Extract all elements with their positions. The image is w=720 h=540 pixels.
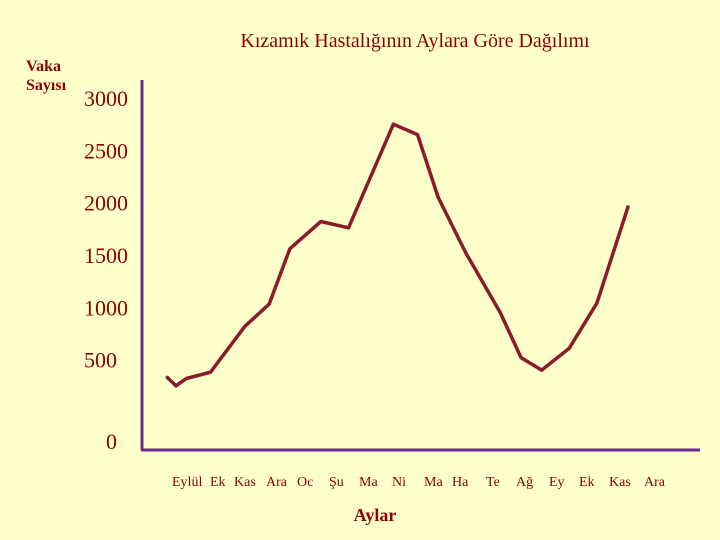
y-tick-label: 2000 [84,191,128,216]
x-tick-label: Ara [644,475,666,490]
data-point [319,220,323,223]
y-tick-label: 1000 [84,295,128,320]
series-line [174,122,630,388]
x-tick-label: Ara [266,475,288,490]
y-axis-label-line1: Vaka [26,58,61,75]
data-point [519,356,523,360]
data-point [347,226,350,230]
y-tick-label: 2500 [84,138,128,163]
data-point [174,384,178,388]
data-point [267,302,271,306]
y-axis-label-line2: Sayısı [26,77,67,94]
data-point [436,195,440,199]
x-tick-label: Ni [392,475,406,490]
data-point [567,346,571,350]
data-point [184,377,188,380]
x-tick-label: Kas [234,475,256,490]
x-tick-label: Oc [297,475,313,490]
data-point [391,122,395,126]
series-line-start-hook [165,375,178,388]
y-tick-label: 1500 [84,243,128,268]
data-point [288,247,292,251]
y-tick-label: 3000 [84,86,128,111]
data-point [595,301,599,305]
y-tick-label: 500 [84,348,117,373]
x-tick-label: Ek [579,475,595,490]
x-tick-label: Ma [424,475,443,490]
chart-title: Kızamık Hastalığının Aylara Göre Dağılım… [240,30,590,52]
x-tick-label: Te [486,475,500,490]
data-point [243,324,247,328]
y-tick-label: 0 [106,429,117,454]
data-point [498,311,502,315]
data-point [540,368,544,372]
x-tick-label: Ey [549,475,565,490]
y-axis-label: Vaka Sayısı [26,57,66,95]
x-tick-label: Ek [210,475,226,490]
x-tick-label: Şu [329,475,344,490]
x-axis-label: Aylar [353,505,397,525]
data-point [626,205,630,209]
x-tick-label: Ağ [516,475,533,490]
x-tick-label: Eylül [172,475,202,490]
data-point [464,251,468,255]
x-tick-label: Ha [452,475,469,490]
data-point [416,133,419,137]
data-point [209,370,212,374]
x-tick-label: Kas [609,475,631,490]
x-tick-label: Ma [359,475,378,490]
